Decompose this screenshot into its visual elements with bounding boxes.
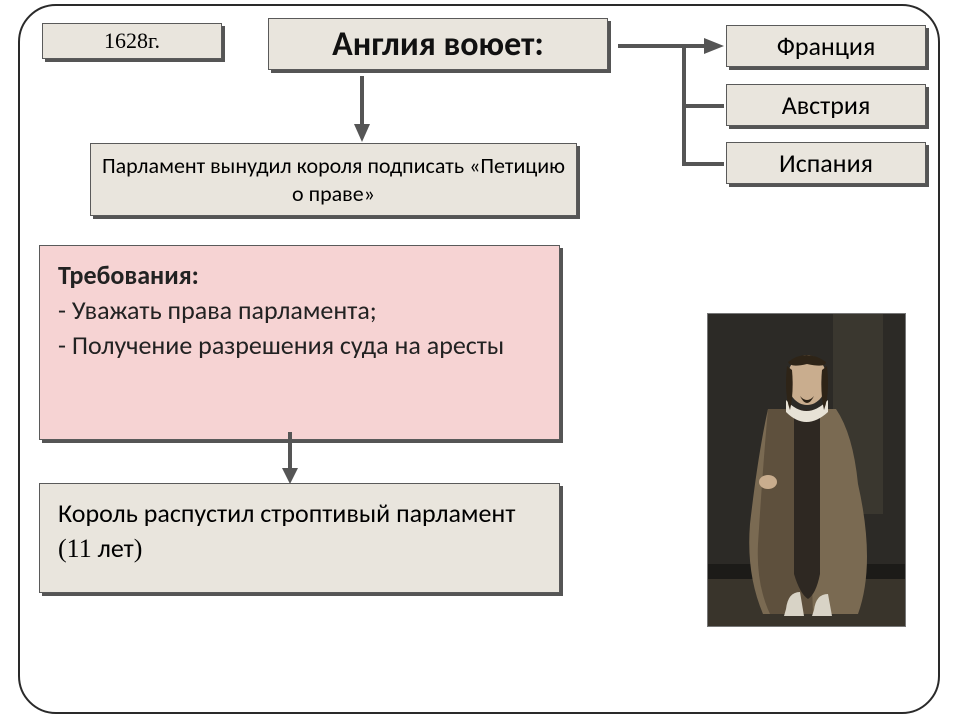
petition-text: Парламент вынудил короля подписать «Пети…	[101, 152, 566, 207]
title-text: Англия воюет:	[332, 24, 544, 65]
dissolve-text: Король распустил строптивый парламент (1…	[58, 497, 515, 564]
arrow-down-icon	[280, 432, 300, 488]
dissolve-box: Король распустил строптивый парламент (1…	[39, 483, 560, 593]
demands-header: Требования:	[58, 259, 199, 291]
country-box-france: Франция	[726, 25, 926, 67]
demand-2: Получение разрешения суда на аресты	[72, 329, 504, 361]
country-label: Франция	[777, 30, 876, 62]
country-label: Испания	[779, 147, 873, 179]
connector-bracket-icon	[678, 44, 728, 174]
king-portrait-image	[708, 314, 905, 626]
arrow-down-icon	[352, 76, 372, 146]
portrait-svg	[708, 314, 905, 626]
petition-box: Парламент вынудил короля подписать «Пети…	[90, 143, 577, 216]
title-box: Англия воюет:	[268, 18, 608, 70]
country-box-spain: Испания	[726, 142, 926, 184]
demand-1: Уважать права парламента;	[72, 294, 377, 326]
country-box-austria: Австрия	[726, 84, 926, 126]
year-text: 1628г.	[104, 28, 160, 54]
country-label: Австрия	[782, 89, 871, 121]
year-box: 1628г.	[42, 23, 222, 59]
demands-box: Требования: - Уважать права парламента; …	[39, 245, 560, 440]
